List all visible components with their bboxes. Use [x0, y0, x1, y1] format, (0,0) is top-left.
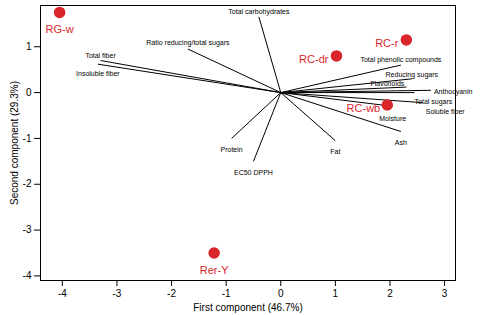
svg-text:Total sugars: Total sugars — [415, 98, 453, 106]
svg-text:Ratio reducing/total sugars: Ratio reducing/total sugars — [146, 39, 230, 47]
svg-text:Reducing sugars: Reducing sugars — [386, 71, 439, 79]
svg-text:0: 0 — [278, 288, 284, 299]
svg-text:-2: -2 — [167, 288, 176, 299]
svg-text:-3: -3 — [112, 288, 121, 299]
svg-text:Rer-Y: Rer-Y — [200, 264, 229, 276]
svg-text:Ash: Ash — [395, 139, 407, 146]
svg-text:Insoluble fiber: Insoluble fiber — [76, 70, 120, 77]
svg-text:Total phenolic compounds: Total phenolic compounds — [360, 56, 441, 64]
svg-text:Flavonoids: Flavonoids — [370, 80, 404, 87]
svg-text:3: 3 — [442, 288, 448, 299]
svg-text:Second component (29.3%): Second component (29.3%) — [9, 81, 20, 205]
svg-text:Anthocyanin: Anthocyanin — [434, 88, 473, 96]
svg-text:-1: -1 — [222, 288, 231, 299]
svg-text:-2: -2 — [23, 178, 32, 189]
svg-text:2: 2 — [387, 288, 393, 299]
svg-text:0: 0 — [26, 87, 32, 98]
svg-text:Fat: Fat — [330, 148, 340, 155]
svg-text:RG-w: RG-w — [46, 23, 74, 35]
svg-text:EC50 DPPH: EC50 DPPH — [234, 169, 273, 176]
svg-text:-4: -4 — [23, 270, 32, 281]
svg-text:Moisture: Moisture — [379, 115, 406, 122]
svg-text:1: 1 — [333, 288, 339, 299]
svg-text:Total fiber: Total fiber — [85, 52, 116, 59]
svg-text:-1: -1 — [23, 133, 32, 144]
svg-text:RC-dr: RC-dr — [299, 53, 329, 65]
svg-text:-3: -3 — [23, 224, 32, 235]
svg-text:Soluble fiber: Soluble fiber — [426, 108, 466, 115]
svg-text:-4: -4 — [58, 288, 67, 299]
svg-text:First component (46.7%): First component (46.7%) — [193, 302, 303, 313]
svg-text:1: 1 — [26, 41, 32, 52]
svg-text:RC-r: RC-r — [375, 37, 399, 49]
svg-text:Total carbohydrates: Total carbohydrates — [228, 8, 290, 16]
svg-text:Protein: Protein — [221, 146, 243, 153]
svg-text:RC-wb: RC-wb — [347, 102, 381, 114]
